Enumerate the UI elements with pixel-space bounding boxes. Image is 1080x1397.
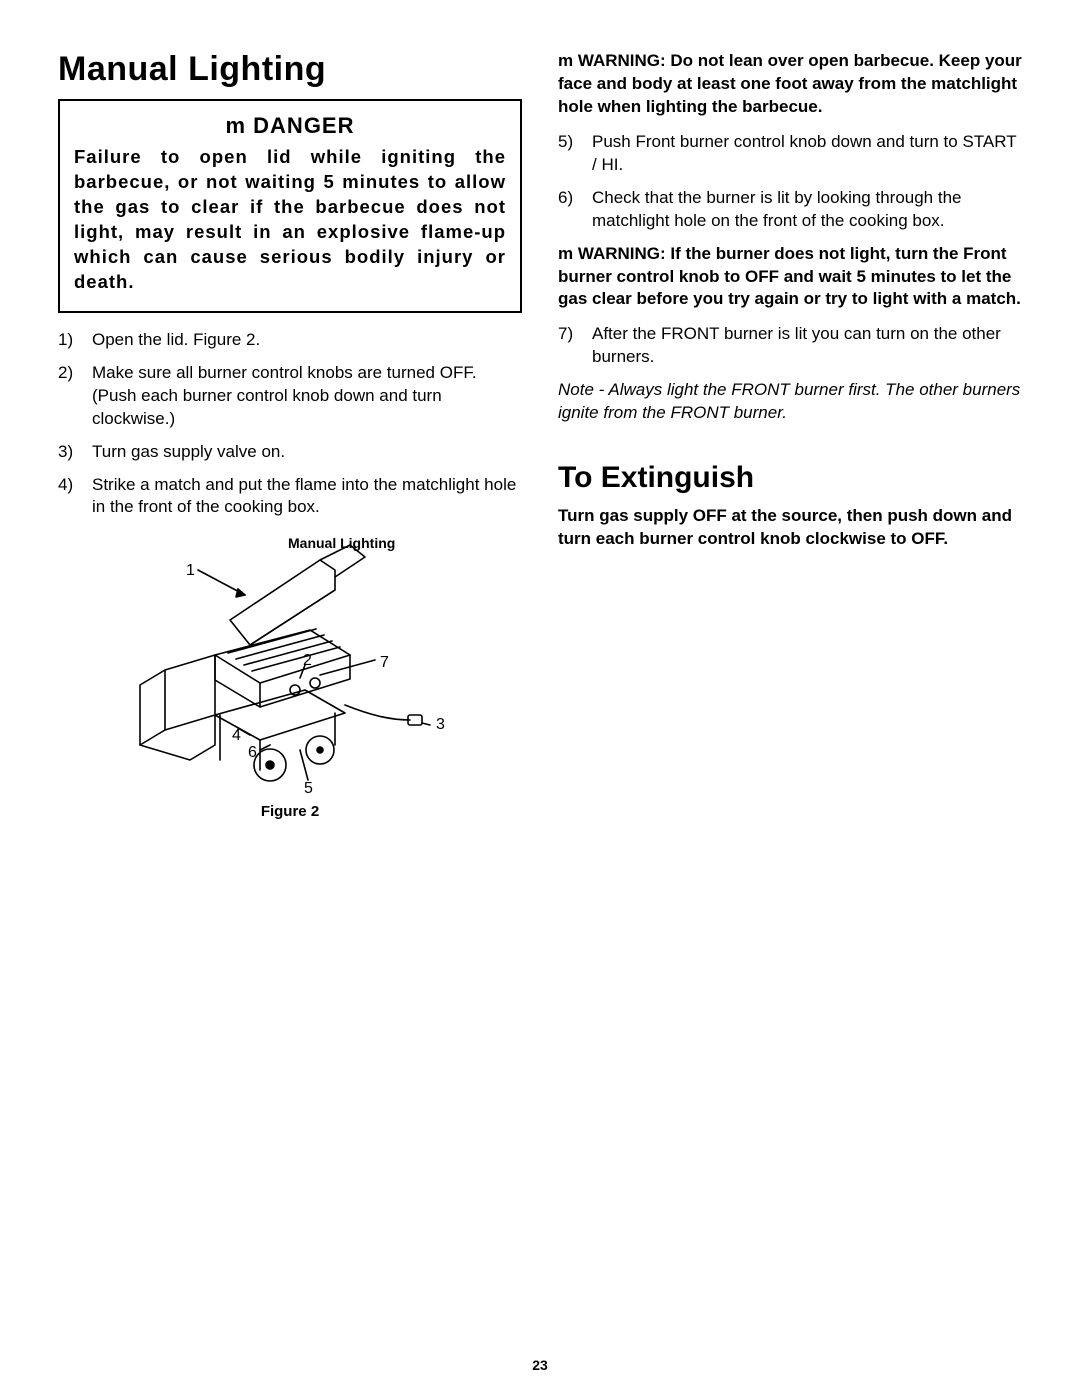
figure-caption: Figure 2 xyxy=(58,803,522,820)
figure-label-5: 5 xyxy=(304,780,313,795)
step-3: Turn gas supply valve on. xyxy=(58,441,522,464)
figure-label-2: 2 xyxy=(303,652,312,669)
figure-label-7: 7 xyxy=(380,654,389,671)
figure-2-wrap: Manual Lighting xyxy=(58,535,522,835)
warning-1: m WARNING: Do not lean over open barbecu… xyxy=(558,50,1022,119)
figure-label-3: 3 xyxy=(436,716,445,733)
to-extinguish-heading: To Extinguish xyxy=(558,461,1022,495)
step-6: Check that the burner is lit by looking … xyxy=(558,187,1022,233)
figure-label-4: 4 xyxy=(232,727,241,744)
danger-body-text: Failure to open lid while igniting the b… xyxy=(74,145,506,295)
figure-label-6: 6 xyxy=(248,744,257,761)
steps-list-left: Open the lid. Figure 2. Make sure all bu… xyxy=(58,329,522,520)
figure-label-1: 1 xyxy=(186,562,195,579)
two-column-layout: Manual Lighting m DANGER Failure to open… xyxy=(58,50,1022,835)
right-column: m WARNING: Do not lean over open barbecu… xyxy=(558,50,1022,835)
warning-2: m WARNING: If the burner does not light,… xyxy=(558,243,1022,312)
manual-page: Manual Lighting m DANGER Failure to open… xyxy=(0,0,1080,1397)
danger-box: m DANGER Failure to open lid while ignit… xyxy=(58,99,522,313)
page-number: 23 xyxy=(0,1357,1080,1373)
grill-diagram-icon: 1 2 3 4 5 6 7 xyxy=(120,535,460,795)
steps-list-5-6: Push Front burner control knob down and … xyxy=(558,131,1022,233)
figure-small-title: Manual Lighting xyxy=(288,535,395,551)
step-5: Push Front burner control knob down and … xyxy=(558,131,1022,177)
step-7: After the FRONT burner is lit you can tu… xyxy=(558,323,1022,369)
danger-title: m DANGER xyxy=(74,113,506,139)
manual-lighting-heading: Manual Lighting xyxy=(58,50,522,89)
note-text: Note - Always light the FRONT burner fir… xyxy=(558,379,1022,425)
to-extinguish-body: Turn gas supply OFF at the source, then … xyxy=(558,505,1022,551)
steps-list-7: After the FRONT burner is lit you can tu… xyxy=(558,323,1022,369)
step-2: Make sure all burner control knobs are t… xyxy=(58,362,522,431)
step-1: Open the lid. Figure 2. xyxy=(58,329,522,352)
step-4: Strike a match and put the flame into th… xyxy=(58,474,522,520)
left-column: Manual Lighting m DANGER Failure to open… xyxy=(58,50,522,835)
